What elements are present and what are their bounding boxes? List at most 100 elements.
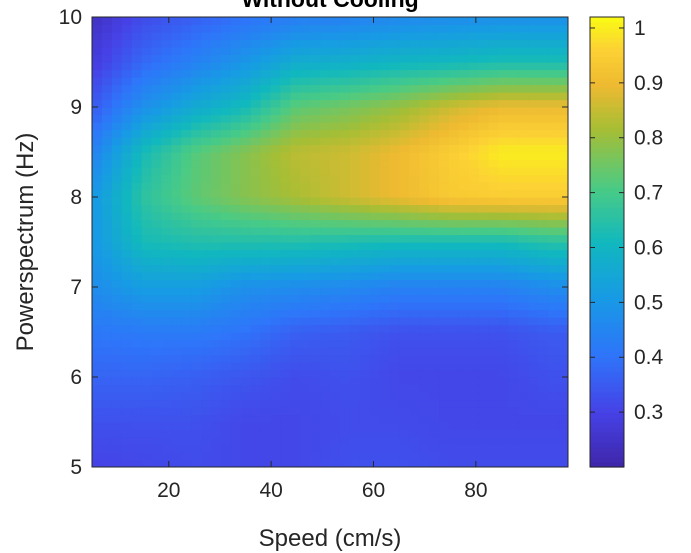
heatmap-cell <box>330 444 341 453</box>
heatmap-cell <box>419 144 430 153</box>
heatmap-cell <box>389 377 401 386</box>
heatmap-cell <box>230 287 242 296</box>
heatmap-cell <box>359 309 371 318</box>
x-tick-label: 80 <box>464 479 487 502</box>
heatmap-cell <box>498 452 510 461</box>
heatmap-cell <box>439 257 450 266</box>
heatmap-cell <box>399 204 410 213</box>
colorbar-swatch <box>590 167 624 173</box>
heatmap-cell <box>488 182 500 191</box>
heatmap-cell <box>468 167 480 176</box>
heatmap-cell <box>230 452 242 461</box>
heatmap-cell <box>171 414 182 423</box>
heatmap-cell <box>101 69 113 78</box>
heatmap-cell <box>409 399 420 408</box>
heatmap-cell <box>558 347 568 356</box>
colorbar-swatch <box>590 307 624 313</box>
heatmap-cell <box>488 437 500 446</box>
heatmap-cell <box>151 452 163 461</box>
heatmap-cell <box>498 77 510 86</box>
heatmap-cell <box>260 174 272 183</box>
heatmap-cell <box>478 54 490 63</box>
heatmap-cell <box>111 24 123 33</box>
heatmap-cell <box>419 159 430 168</box>
heatmap-cell <box>518 354 529 363</box>
heatmap-cell <box>250 362 262 371</box>
heatmap-cell <box>458 249 470 258</box>
heatmap-cell <box>429 174 440 183</box>
heatmap-cell <box>379 354 391 363</box>
heatmap-cell <box>439 309 450 318</box>
heatmap-cell <box>538 242 549 251</box>
heatmap-cell <box>111 159 123 168</box>
heatmap-cell <box>270 219 282 228</box>
heatmap-cell <box>419 354 430 363</box>
heatmap-cell <box>161 92 172 101</box>
heatmap-cell <box>111 287 123 296</box>
heatmap-cell <box>290 182 301 191</box>
heatmap-cell <box>201 407 212 416</box>
heatmap-cell <box>478 347 490 356</box>
heatmap-cell <box>409 32 420 41</box>
heatmap-cell <box>518 212 529 221</box>
heatmap-cell <box>211 324 222 333</box>
heatmap-cell <box>121 369 133 378</box>
colorbar-swatch <box>590 197 624 203</box>
heatmap-cell <box>211 137 222 146</box>
heatmap-cell <box>141 414 153 423</box>
heatmap-cell <box>548 429 559 438</box>
heatmap-cell <box>419 152 430 161</box>
heatmap-cell <box>270 377 282 386</box>
heatmap-cell <box>121 189 133 198</box>
heatmap-cell <box>92 324 103 333</box>
heatmap-cell <box>349 17 361 26</box>
heatmap-cell <box>488 84 500 93</box>
heatmap-cell <box>528 197 539 206</box>
heatmap-cell <box>171 212 182 221</box>
heatmap-cell <box>548 54 559 63</box>
heatmap-cell <box>191 234 202 243</box>
heatmap-cell <box>151 197 163 206</box>
heatmap-cell <box>230 144 242 153</box>
heatmap-cell <box>330 452 341 461</box>
heatmap-cell <box>369 257 381 266</box>
heatmap-cell <box>558 444 568 453</box>
heatmap-cell <box>409 362 420 371</box>
heatmap-cell <box>92 414 103 423</box>
heatmap-cell <box>498 429 510 438</box>
heatmap-cell <box>230 189 242 198</box>
heatmap-cell <box>468 422 480 431</box>
heatmap-cell <box>300 264 311 273</box>
heatmap-cell <box>458 62 470 71</box>
heatmap-cell <box>230 437 242 446</box>
heatmap-cell <box>369 197 381 206</box>
heatmap-cell <box>488 242 500 251</box>
heatmap-cell <box>290 99 301 108</box>
heatmap-cell <box>92 317 103 326</box>
heatmap-cell <box>349 167 361 176</box>
heatmap-cell <box>538 182 549 191</box>
heatmap-cell <box>131 362 143 371</box>
colorbar-swatch <box>590 437 624 443</box>
heatmap-cell <box>151 309 163 318</box>
colorbar-swatch <box>590 127 624 133</box>
heatmap-cell <box>558 189 568 198</box>
heatmap-cell <box>508 407 520 416</box>
heatmap-cell <box>389 302 401 311</box>
heatmap-cell <box>151 279 163 288</box>
heatmap-cell <box>458 399 470 408</box>
heatmap-cell <box>339 32 351 41</box>
heatmap-cell <box>181 54 192 63</box>
heatmap-cell <box>220 227 232 236</box>
heatmap-cell <box>449 302 460 311</box>
heatmap-cell <box>270 54 282 63</box>
heatmap-cell <box>399 62 410 71</box>
heatmap-cell <box>349 99 361 108</box>
heatmap-cell <box>339 227 351 236</box>
heatmap-cell <box>260 332 272 341</box>
heatmap-cell <box>260 354 272 363</box>
heatmap-cell <box>121 452 133 461</box>
heatmap-cell <box>191 152 202 161</box>
heatmap-cell <box>92 459 103 467</box>
heatmap-cell <box>468 429 480 438</box>
